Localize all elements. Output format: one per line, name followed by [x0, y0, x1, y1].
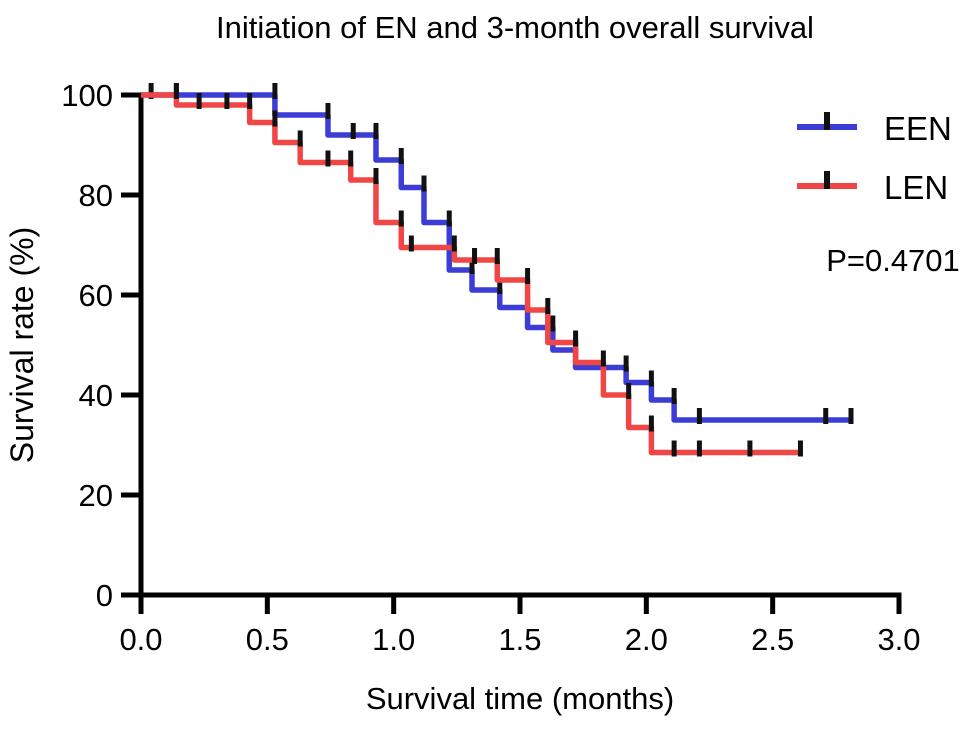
x-axis-title: Survival time (months) [366, 681, 674, 716]
y-tick-label: 40 [79, 378, 113, 413]
x-tick-label: 2.5 [751, 622, 794, 657]
y-tick-label: 100 [61, 78, 113, 113]
x-tick-label: 2.0 [625, 622, 668, 657]
x-tick-label: 1.0 [372, 622, 415, 657]
x-tick-label: 1.5 [498, 622, 541, 657]
x-tick-label: 0.5 [246, 622, 289, 657]
x-tick-label: 0.0 [119, 622, 162, 657]
y-tick-label: 0 [96, 578, 113, 613]
y-tick-label: 60 [79, 278, 113, 313]
legend: EEN LEN [797, 110, 952, 206]
y-tick-label: 80 [79, 178, 113, 213]
p-value-annotation: P=0.4701 [826, 243, 960, 278]
legend-label-een: EEN [884, 110, 952, 147]
y-axis-title: Survival rate (%) [4, 227, 40, 464]
plot-area: 0 20 40 60 80 100 0.0 0.5 1.0 1.5 2.0 2.5 3.0 [61, 78, 920, 657]
y-tick-label: 20 [79, 478, 113, 513]
chart-title: Initiation of EN and 3-month overall sur… [216, 10, 814, 45]
legend-label-len: LEN [884, 169, 948, 206]
x-tick-label: 3.0 [877, 622, 920, 657]
een-survival-curve [141, 92, 854, 423]
